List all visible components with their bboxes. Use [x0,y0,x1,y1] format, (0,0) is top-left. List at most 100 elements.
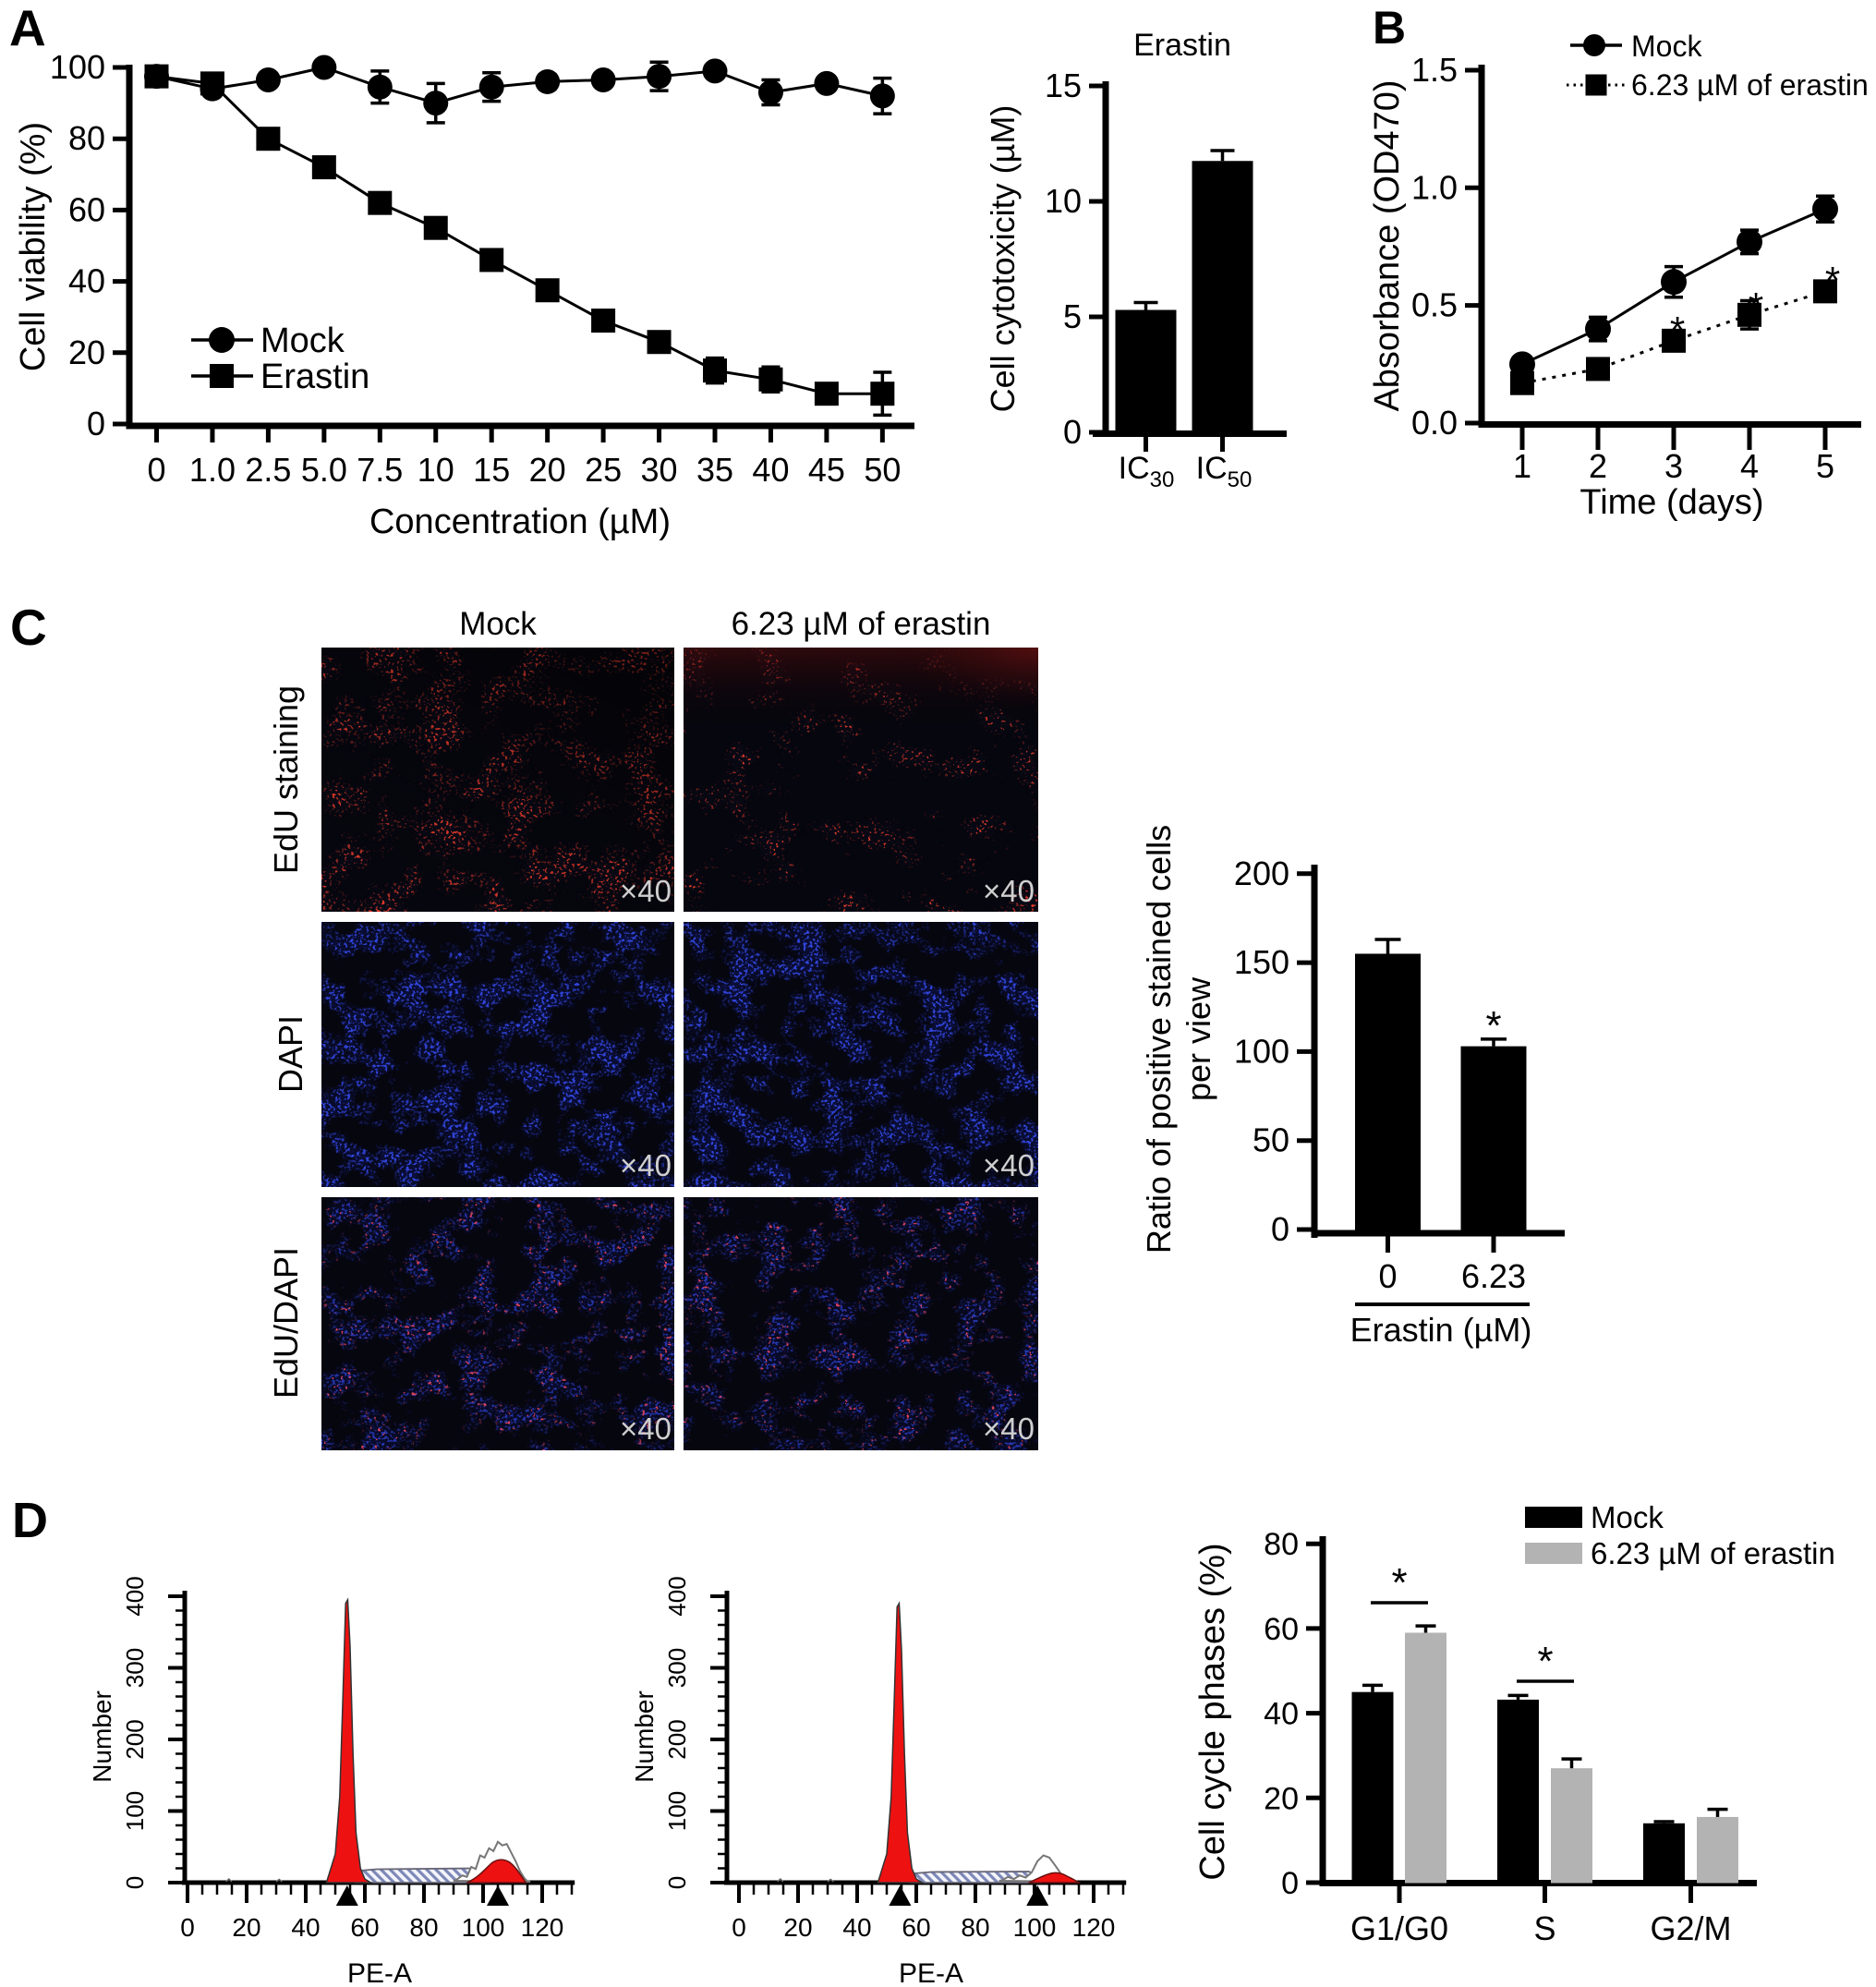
svg-text:*: * [1391,1560,1407,1605]
svg-text:DAPI: DAPI [272,1015,309,1093]
svg-text:Erastin: Erastin [1133,28,1231,63]
svg-text:0: 0 [180,1913,195,1942]
svg-text:100: 100 [1234,1032,1289,1070]
svg-text:×40: ×40 [983,1411,1035,1446]
svg-text:Absorbance (OD470): Absorbance (OD470) [1368,79,1407,411]
svg-text:0: 0 [1271,1210,1289,1248]
svg-text:45: 45 [808,451,845,489]
svg-text:100: 100 [663,1791,691,1831]
svg-text:100: 100 [462,1913,505,1942]
svg-text:0: 0 [1281,1866,1299,1901]
svg-text:15: 15 [473,451,510,489]
svg-text:4: 4 [1740,447,1759,485]
svg-text:Number: Number [630,1690,659,1783]
svg-text:C: C [10,599,47,656]
svg-text:1.0: 1.0 [189,451,236,489]
svg-text:6.23 µM of erastin: 6.23 µM of erastin [1591,1536,1835,1570]
svg-text:80: 80 [1264,1527,1299,1562]
svg-text:S: S [1533,1909,1555,1947]
svg-text:50: 50 [864,451,901,489]
svg-text:EdU/DAPI: EdU/DAPI [267,1247,305,1399]
svg-text:*: * [1825,259,1840,302]
svg-text:80: 80 [961,1913,989,1942]
svg-text:10: 10 [418,451,454,489]
svg-text:0: 0 [147,451,165,489]
svg-text:100: 100 [121,1791,149,1831]
svg-text:A: A [9,0,46,56]
svg-text:×40: ×40 [983,874,1035,908]
svg-text:0: 0 [1378,1257,1397,1295]
svg-text:200: 200 [121,1719,149,1759]
svg-text:0: 0 [1063,413,1082,451]
svg-text:20: 20 [1264,1781,1299,1816]
svg-text:Mock: Mock [459,606,537,642]
svg-text:120: 120 [521,1913,564,1942]
svg-text:Cell cycle phases (%): Cell cycle phases (%) [1193,1543,1232,1880]
svg-text:20: 20 [529,451,566,489]
svg-text:15: 15 [1045,67,1082,104]
svg-text:×40: ×40 [620,1148,672,1182]
svg-text:1: 1 [1513,447,1531,485]
svg-text:Time (days): Time (days) [1579,483,1763,522]
svg-text:G1/G0: G1/G0 [1350,1909,1448,1947]
svg-text:100: 100 [1013,1913,1057,1942]
svg-text:20: 20 [68,333,105,371]
svg-text:PE-A: PE-A [899,1958,963,1987]
svg-text:40: 40 [1264,1697,1299,1732]
svg-text:PE-A: PE-A [347,1958,412,1987]
svg-text:D: D [12,1493,48,1548]
svg-text:0: 0 [121,1876,149,1889]
svg-text:40: 40 [68,262,105,300]
svg-text:60: 60 [902,1913,930,1942]
svg-text:100: 100 [50,48,105,86]
svg-text:Concentration (µM): Concentration (µM) [369,503,671,541]
svg-text:Number: Number [88,1690,116,1783]
svg-text:2: 2 [1589,447,1607,485]
svg-text:60: 60 [68,190,105,228]
svg-text:Ratio of positive stained cell: Ratio of positive stained cells [1140,825,1178,1254]
svg-text:*: * [1670,309,1685,352]
svg-text:120: 120 [1072,1913,1116,1942]
svg-text:*: * [1485,1003,1501,1048]
svg-text:80: 80 [68,119,105,157]
svg-text:60: 60 [350,1913,379,1942]
svg-text:Erastin: Erastin [260,357,369,396]
svg-text:×40: ×40 [620,1411,672,1446]
svg-text:20: 20 [232,1913,260,1942]
svg-text:Mock: Mock [1591,1500,1664,1534]
svg-text:0.5: 0.5 [1411,286,1458,324]
svg-text:×40: ×40 [983,1148,1035,1182]
svg-text:400: 400 [663,1576,691,1616]
svg-text:40: 40 [752,451,789,489]
svg-text:5: 5 [1816,447,1834,485]
svg-text:per view: per view [1180,976,1217,1101]
svg-text:10: 10 [1045,182,1082,220]
svg-text:B: B [1373,2,1406,54]
svg-text:Mock: Mock [1631,30,1702,63]
svg-text:Erastin (µM): Erastin (µM) [1350,1311,1532,1349]
svg-text:200: 200 [1234,854,1289,892]
svg-text:25: 25 [585,451,622,489]
svg-text:0.0: 0.0 [1411,404,1458,442]
svg-text:20: 20 [783,1913,812,1942]
svg-text:1.5: 1.5 [1411,51,1458,89]
svg-text:0: 0 [663,1876,691,1889]
svg-text:400: 400 [121,1576,149,1616]
svg-text:Cell cytotoxicity (µM): Cell cytotoxicity (µM) [984,105,1022,413]
svg-text:G2/M: G2/M [1650,1909,1731,1947]
svg-text:0: 0 [732,1913,746,1942]
svg-text:6.23 µM of erastin: 6.23 µM of erastin [732,606,991,642]
svg-text:Cell viability (%): Cell viability (%) [14,122,53,371]
svg-text:150: 150 [1234,943,1289,981]
svg-text:50: 50 [1253,1121,1289,1159]
svg-text:35: 35 [696,451,733,489]
svg-text:6.23: 6.23 [1461,1257,1526,1295]
svg-text:30: 30 [641,451,678,489]
svg-text:5.0: 5.0 [301,451,347,489]
svg-text:×40: ×40 [620,874,672,908]
svg-text:EdU staining: EdU staining [267,685,305,874]
svg-text:3: 3 [1664,447,1683,485]
svg-text:200: 200 [663,1719,691,1759]
svg-text:Mock: Mock [260,321,345,360]
svg-text:0: 0 [87,405,105,442]
